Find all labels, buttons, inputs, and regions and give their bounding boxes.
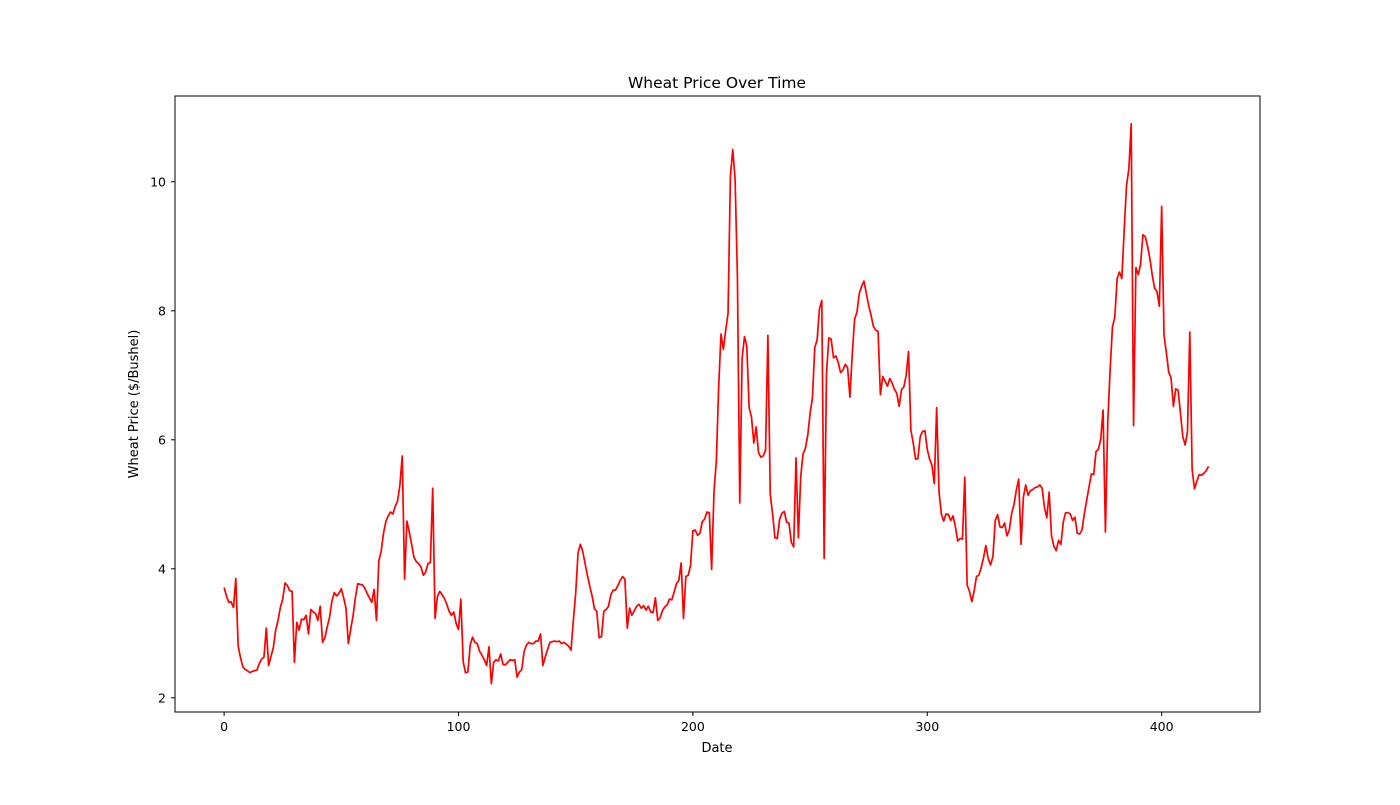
x-axis-label: Date — [701, 741, 732, 756]
y-tick-label: 4 — [158, 561, 166, 576]
y-axis-label: Wheat Price ($/Bushel) — [127, 330, 142, 479]
y-tick-label: 6 — [158, 432, 166, 447]
x-tick-label: 300 — [915, 719, 939, 734]
y-tick-label: 10 — [150, 174, 166, 189]
x-axis-ticks: 0 100 200 300 400 — [220, 712, 1174, 734]
plot-area — [223, 122, 1210, 685]
plot-frame — [174, 95, 1261, 713]
series-line-0 — [223, 122, 1210, 685]
x-tick-label: 200 — [681, 719, 705, 734]
y-tick-label: 8 — [158, 303, 166, 318]
chart-title: Wheat Price Over Time — [628, 74, 806, 92]
y-axis-ticks: 2 4 6 8 10 — [150, 174, 175, 705]
x-tick-label: 100 — [447, 719, 471, 734]
x-tick-label: 400 — [1150, 719, 1174, 734]
x-tick-label: 0 — [220, 719, 228, 734]
y-tick-label: 2 — [158, 690, 166, 705]
